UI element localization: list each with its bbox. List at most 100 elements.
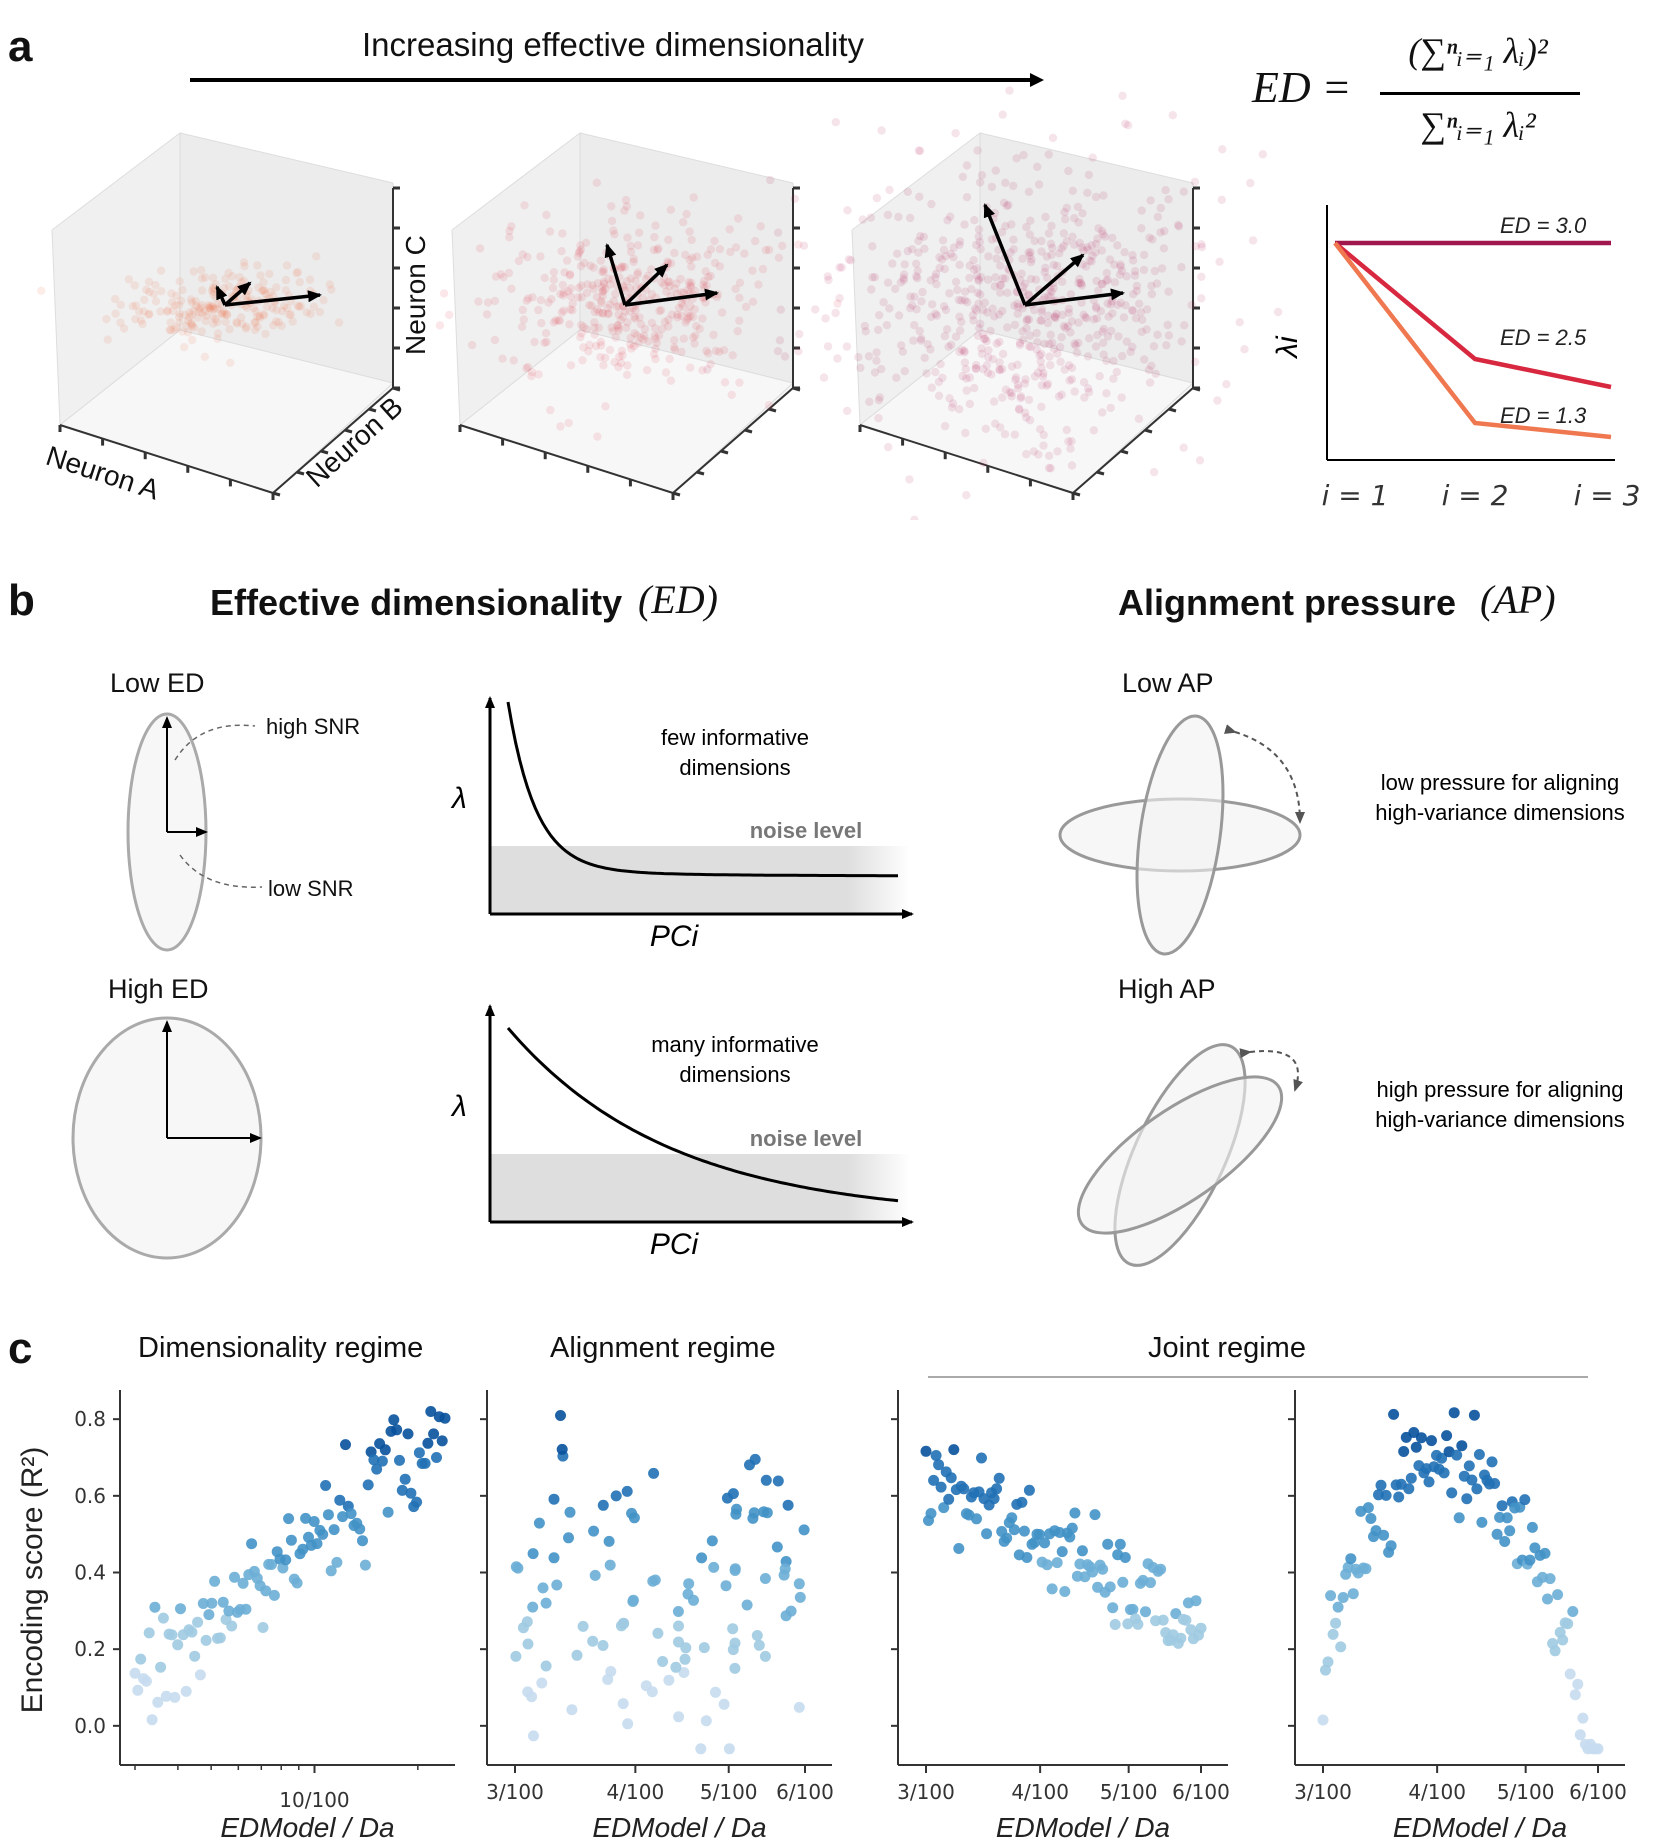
scatter-point bbox=[935, 1481, 947, 1493]
scatter-point bbox=[1423, 1476, 1435, 1488]
scatter-point bbox=[1117, 1576, 1129, 1588]
scatter-point bbox=[1337, 1592, 1349, 1603]
scatter-point bbox=[391, 1424, 403, 1436]
scatter-point bbox=[548, 1552, 560, 1564]
scatter-point bbox=[793, 1701, 805, 1713]
scatter-point bbox=[1471, 1483, 1483, 1495]
neuron-c-label: Neuron C bbox=[400, 235, 431, 355]
scatter-point bbox=[695, 1743, 707, 1755]
scatter-point bbox=[588, 1525, 600, 1537]
scatter-point bbox=[1330, 1617, 1342, 1629]
scatter-point bbox=[708, 1561, 720, 1573]
scatter-point bbox=[422, 1437, 434, 1449]
scatter-point bbox=[1097, 1563, 1109, 1575]
scatter-point bbox=[1453, 1512, 1465, 1524]
scatter-point bbox=[748, 1507, 760, 1519]
scatter-point bbox=[1119, 1552, 1131, 1563]
scatter-point bbox=[192, 1616, 204, 1628]
scatter-point bbox=[1544, 1573, 1556, 1585]
xtick-label: 3/100 bbox=[897, 1780, 955, 1804]
panel-a-letter: a bbox=[8, 22, 33, 71]
c-xlabel: EDModel / Da bbox=[1393, 1812, 1567, 1842]
scatter-point bbox=[280, 1554, 292, 1566]
scatter-point bbox=[548, 1493, 560, 1505]
scatter-point bbox=[512, 1562, 524, 1574]
scatter-point bbox=[1064, 1531, 1076, 1543]
scatter-point bbox=[175, 1603, 186, 1615]
scatter-point bbox=[1380, 1489, 1392, 1501]
scatter-point bbox=[1385, 1540, 1397, 1552]
scatter-point bbox=[172, 1639, 184, 1651]
scatter-point bbox=[1001, 1532, 1013, 1544]
scatter-point bbox=[1155, 1563, 1167, 1575]
scatter-point bbox=[988, 1493, 1000, 1505]
scatter-point bbox=[340, 1439, 351, 1451]
scatter-point bbox=[729, 1565, 741, 1576]
title-joint-regime: Joint regime bbox=[1148, 1332, 1306, 1364]
scatter-point bbox=[646, 1686, 658, 1698]
scatter-point bbox=[223, 1605, 235, 1617]
scatter-point bbox=[283, 1513, 295, 1525]
scatter-point bbox=[930, 1450, 942, 1461]
scatter-point bbox=[1185, 1624, 1197, 1636]
scatter-point bbox=[135, 1653, 147, 1665]
high-snr-label: high SNR bbox=[266, 714, 360, 739]
scatter-point bbox=[257, 1622, 269, 1633]
scatter-point bbox=[759, 1650, 771, 1662]
scatter-point bbox=[617, 1698, 629, 1710]
scatter-point bbox=[1466, 1474, 1478, 1486]
scatter-point bbox=[751, 1630, 763, 1641]
xtick-label: 4/100 bbox=[1011, 1780, 1069, 1804]
scatter-point bbox=[1542, 1593, 1553, 1605]
scatter-point bbox=[1345, 1553, 1357, 1565]
scatter-point bbox=[727, 1488, 739, 1500]
scatter-point bbox=[741, 1599, 753, 1611]
scatter-point bbox=[604, 1559, 616, 1571]
eigen-line-2 bbox=[1333, 241, 1612, 390]
high-ed-spectrum bbox=[485, 1004, 914, 1227]
formula-fraction-bar bbox=[1380, 92, 1580, 95]
scatter-point bbox=[160, 1690, 172, 1702]
scatter-point bbox=[322, 1509, 334, 1521]
scatter-point bbox=[673, 1620, 684, 1632]
xtick-label: 3/100 bbox=[1294, 1780, 1352, 1804]
scatter-point bbox=[696, 1552, 708, 1564]
c-xlabel: EDModel / Da bbox=[996, 1812, 1170, 1842]
scatter-point bbox=[1375, 1479, 1387, 1491]
scatter-point bbox=[1332, 1601, 1344, 1613]
many-dims-2: dimensions bbox=[679, 1062, 790, 1087]
scatter-point bbox=[396, 1484, 408, 1496]
scatter-point bbox=[169, 1691, 181, 1703]
ed-title: Effective dimensionality bbox=[210, 582, 623, 623]
eigenvalue-chart: λi i = 1 i = 2 i = 3 ED = 3.0 ED = 2.5 E… bbox=[1271, 205, 1640, 512]
few-dims-2: dimensions bbox=[679, 755, 790, 780]
scatter-point bbox=[320, 1480, 332, 1491]
scatter-point bbox=[143, 1627, 155, 1639]
scatter-point bbox=[285, 1534, 297, 1546]
scatter-point bbox=[510, 1650, 522, 1662]
scatter-point bbox=[928, 1474, 940, 1486]
scatter-point bbox=[700, 1715, 712, 1727]
scatter-point bbox=[1145, 1577, 1156, 1589]
scatter-point bbox=[405, 1487, 417, 1499]
scatter-point bbox=[1569, 1689, 1581, 1701]
ytick-label: 0.4 bbox=[74, 1561, 106, 1585]
scatter-point bbox=[522, 1686, 534, 1698]
c-xlabel: EDModel / Da bbox=[220, 1812, 394, 1842]
high-ap-label: High AP bbox=[1118, 974, 1216, 1004]
scatter-point bbox=[759, 1573, 771, 1584]
joint-regime-bracket bbox=[928, 1376, 1588, 1378]
scatter-point bbox=[626, 1507, 638, 1519]
scatter-point bbox=[425, 1406, 437, 1417]
scatter-point bbox=[291, 1577, 303, 1589]
scatter-point bbox=[311, 1538, 323, 1550]
scatter-point bbox=[648, 1467, 660, 1479]
scatter-point bbox=[1456, 1440, 1468, 1452]
scatter-point bbox=[657, 1656, 669, 1667]
scatter-point bbox=[1486, 1456, 1498, 1468]
scatter-point bbox=[431, 1452, 442, 1463]
scatter-point bbox=[1441, 1430, 1453, 1442]
scatter-point bbox=[331, 1556, 343, 1568]
